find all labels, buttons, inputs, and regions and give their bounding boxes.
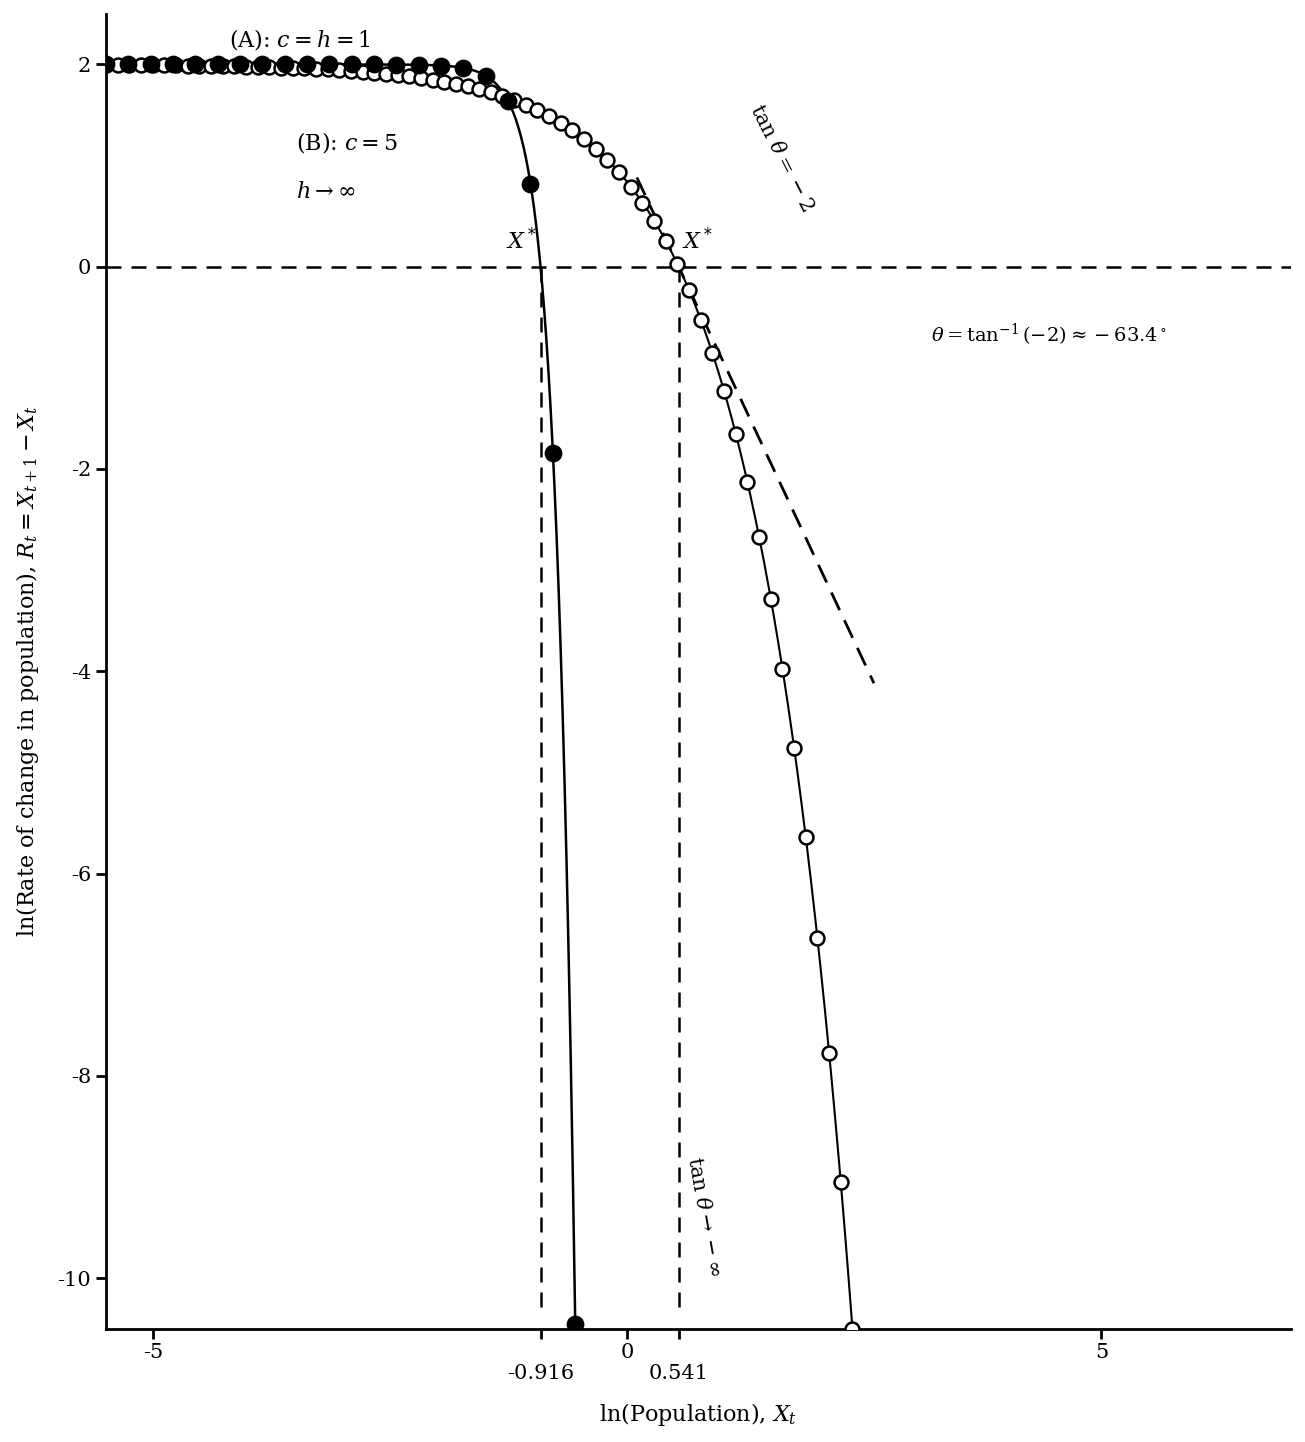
Text: $h \to \infty$: $h \to \infty$ (295, 180, 355, 203)
X-axis label: ln(Population), $X_t$: ln(Population), $X_t$ (599, 1402, 797, 1428)
Text: (A): $c = h = 1$: (A): $c = h = 1$ (230, 27, 371, 52)
Text: 0.541: 0.541 (649, 1364, 709, 1383)
Text: $X^*$: $X^*$ (683, 226, 714, 254)
Y-axis label: ln(Rate of change in population), $R_t = X_{t+1} - X_t$: ln(Rate of change in population), $R_t =… (14, 405, 40, 937)
Text: $\theta = \tan^{-1}(-2) \approx -63.4^\circ$: $\theta = \tan^{-1}(-2) \approx -63.4^\c… (930, 323, 1167, 349)
Text: $X^*$: $X^*$ (505, 226, 536, 254)
Text: (B): $c = 5$: (B): $c = 5$ (295, 130, 398, 156)
Text: tan $\theta \to -\infty$: tan $\theta \to -\infty$ (684, 1155, 724, 1278)
Text: tan $\theta = -2$: tan $\theta = -2$ (746, 101, 818, 215)
Text: -0.916: -0.916 (506, 1364, 574, 1383)
